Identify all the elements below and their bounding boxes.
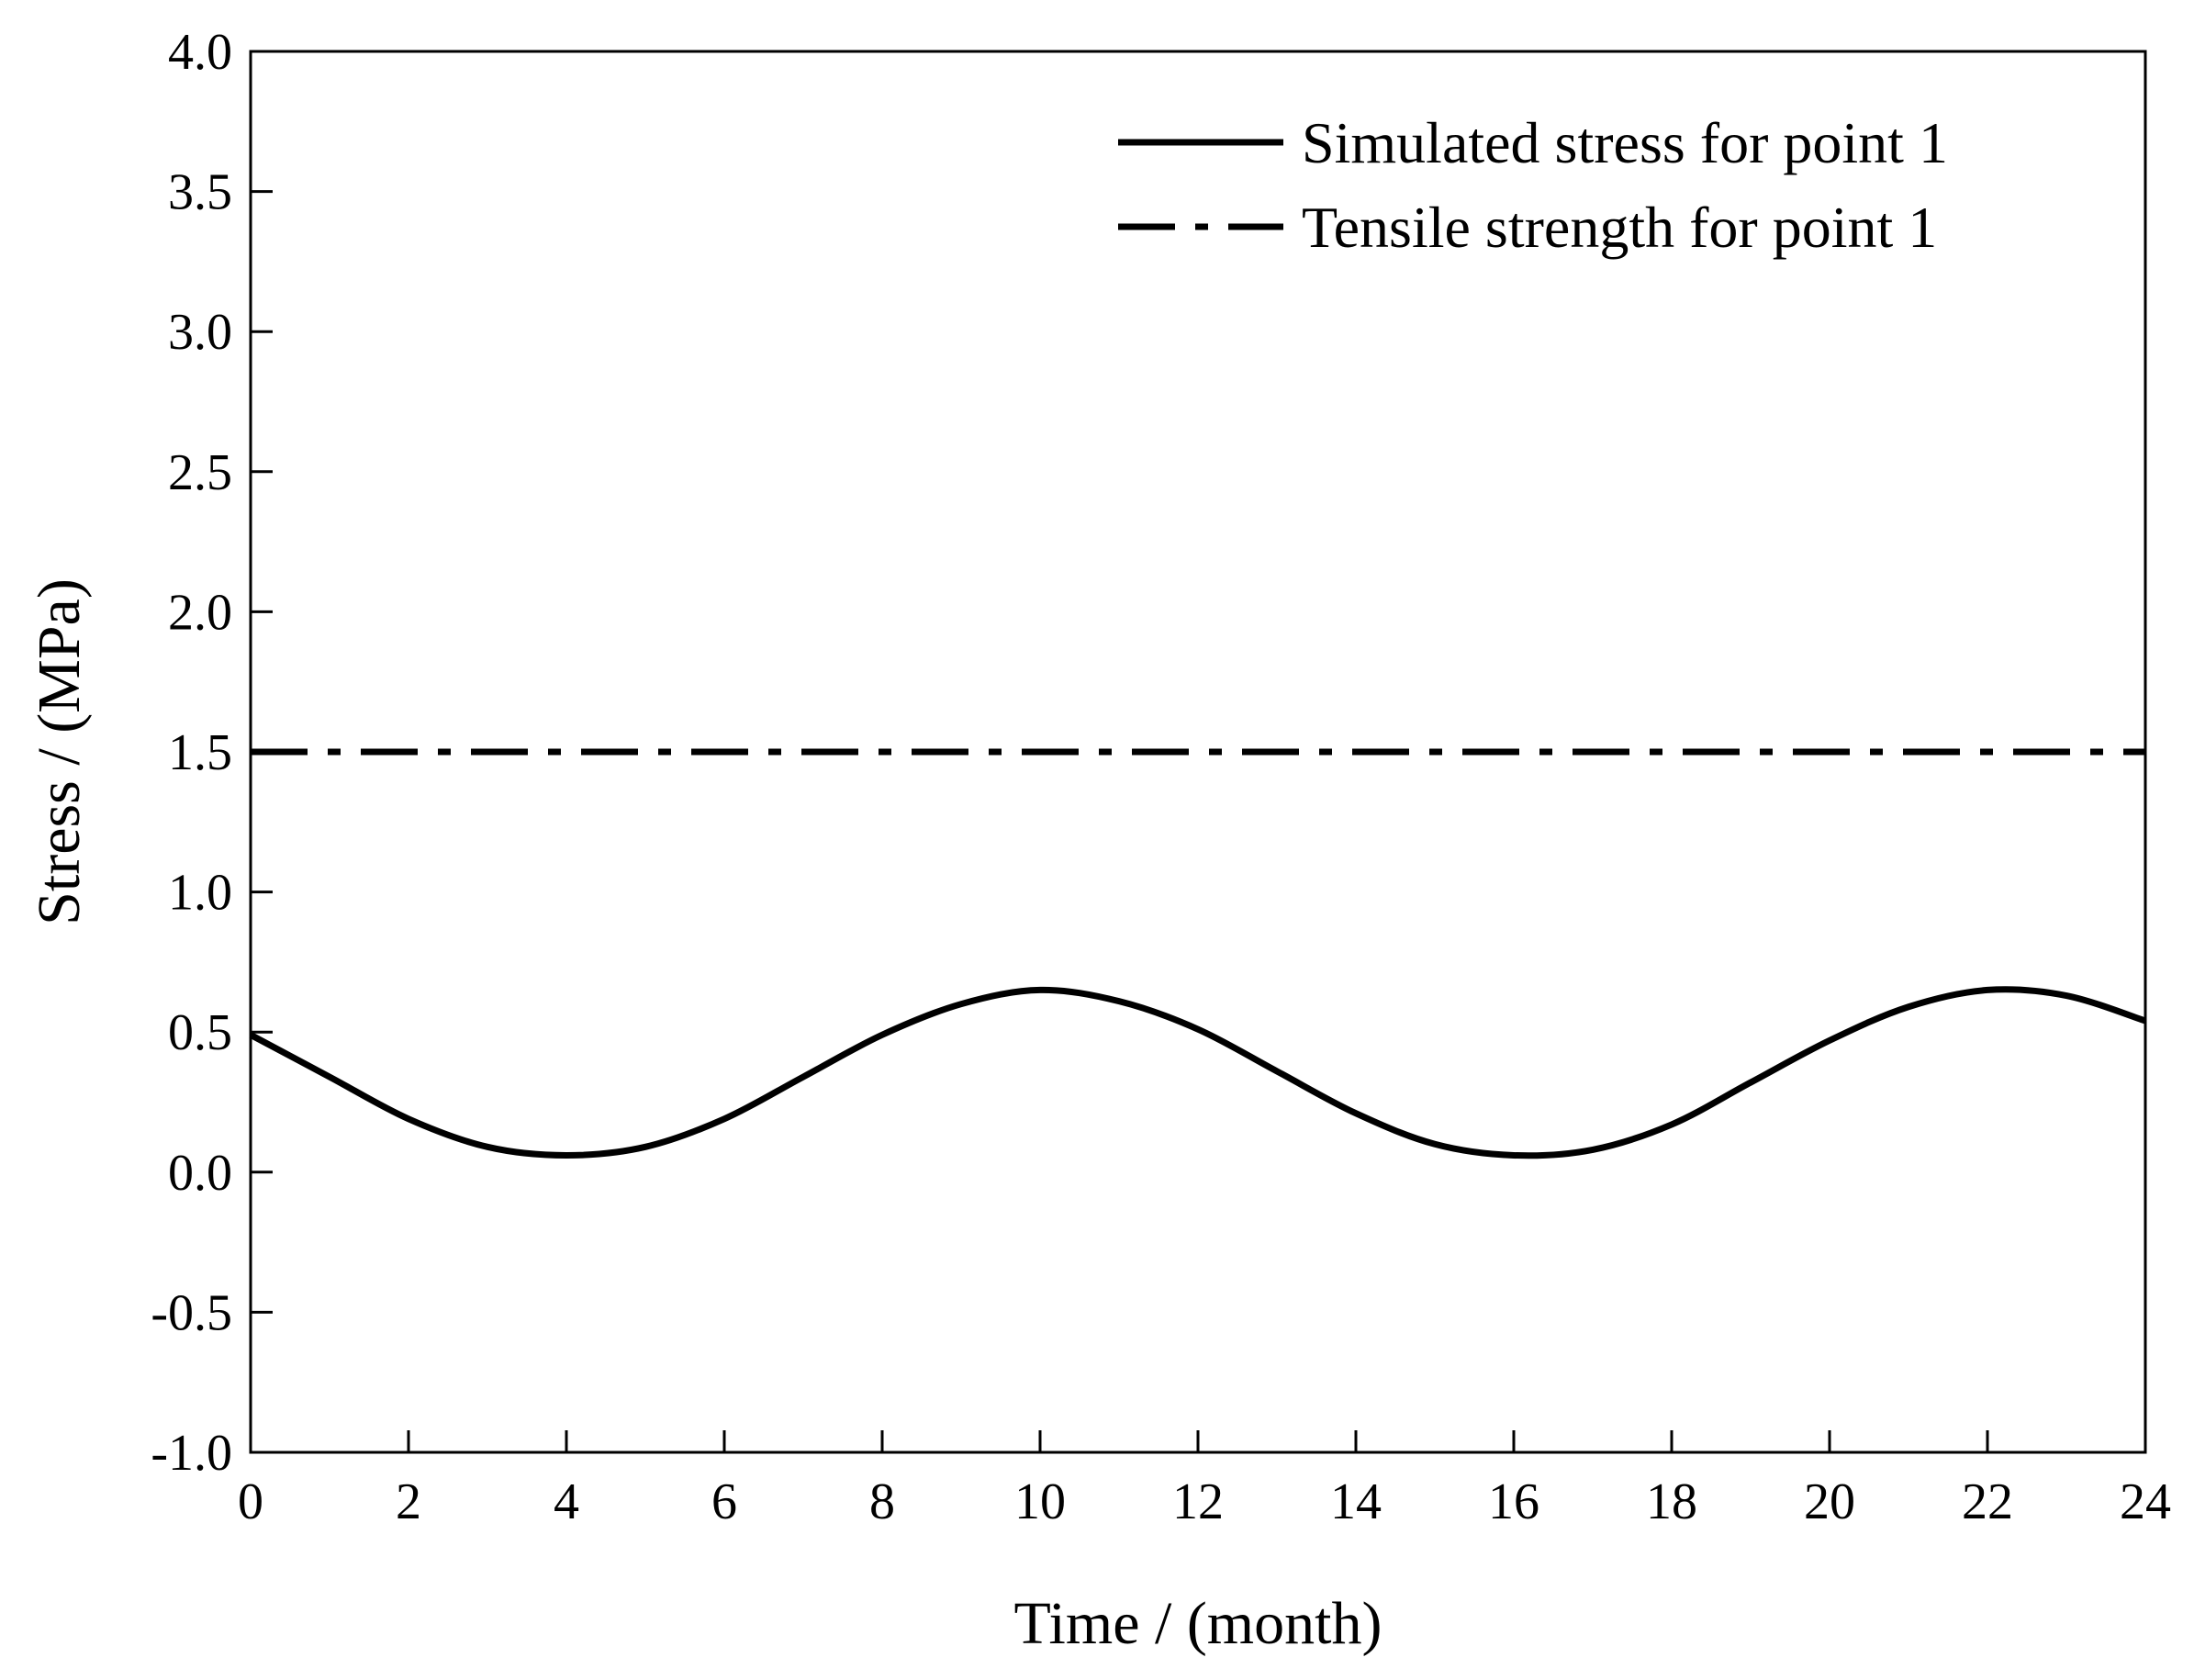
x-tick-label: 14 — [1330, 1473, 1382, 1530]
plot-area — [249, 50, 2147, 1454]
x-tick-label: 10 — [1014, 1473, 1066, 1530]
y-tick-label: 0.5 — [168, 1004, 232, 1061]
y-tick-label: 4.0 — [168, 24, 232, 81]
x-tick-label: 4 — [554, 1473, 579, 1530]
x-tick-label: 22 — [1962, 1473, 2013, 1530]
y-tick-label: 1.0 — [168, 865, 232, 922]
x-tick-label: 24 — [2120, 1473, 2171, 1530]
x-axis-title: Time / (month) — [1014, 1590, 1382, 1657]
series-layer — [249, 748, 2147, 1159]
simulated-stress-line — [249, 986, 2147, 1159]
x-tick-label: 2 — [396, 1473, 421, 1530]
y-axis-title: Stress / (MPa) — [26, 578, 93, 925]
y-tick-label: 1.5 — [168, 724, 232, 781]
legend-label: Tensile strength for point 1 — [1302, 195, 1937, 260]
x-tick-label: 0 — [238, 1473, 263, 1530]
y-tick-label: -1.0 — [151, 1425, 232, 1482]
axis-ticks: 0 2 4 6 8 10 12 14 16 18 20 22 24-1.0-0.50.00.51.01.… — [151, 24, 2171, 1530]
legend-label: Simulated stress for point 1 — [1302, 110, 1948, 175]
x-tick-label: 20 — [1804, 1473, 1855, 1530]
y-tick-label: 0.0 — [168, 1145, 232, 1202]
legend: Simulated stress for point 1 Tensile stre… — [1118, 110, 1948, 260]
x-tick-label: 18 — [1646, 1473, 1697, 1530]
y-tick-label: 2.5 — [168, 444, 232, 501]
y-tick-label: -0.5 — [151, 1284, 232, 1341]
x-tick-label: 12 — [1172, 1473, 1224, 1530]
x-tick-label: 6 — [711, 1473, 737, 1530]
plot-frame-border — [249, 50, 2147, 1454]
x-tick-label: 8 — [869, 1473, 895, 1530]
y-tick-label: 3.0 — [168, 304, 232, 361]
y-tick-label: 2.0 — [168, 584, 232, 641]
x-tick-label: 16 — [1488, 1473, 1539, 1530]
y-tick-label: 3.5 — [168, 164, 232, 221]
